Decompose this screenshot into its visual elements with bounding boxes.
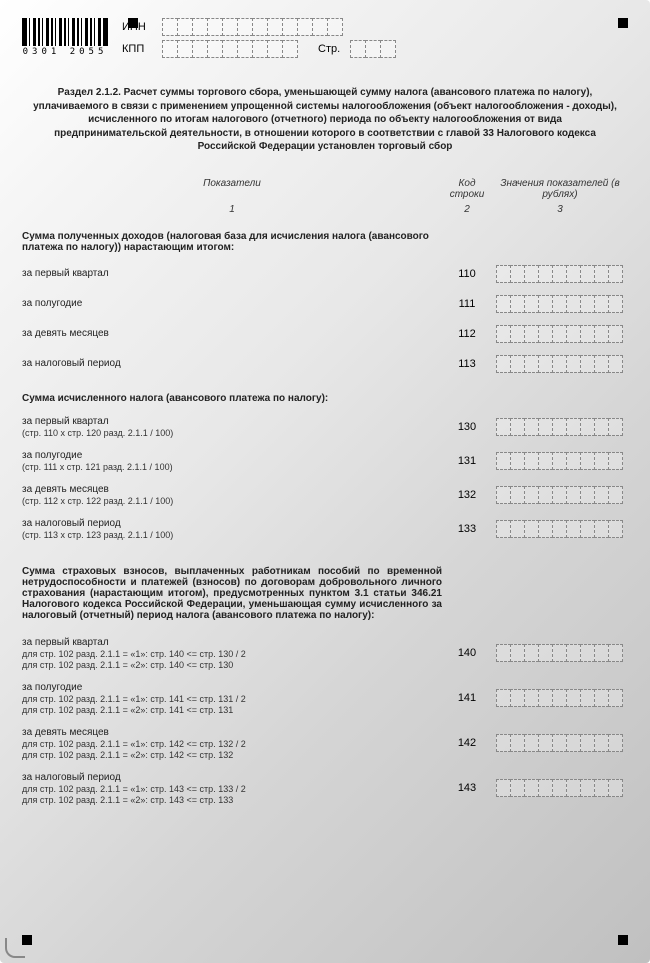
row-label: за девять месяцевдля стр. 102 разд. 2.1.… xyxy=(22,727,442,760)
row-code: 130 xyxy=(442,421,492,433)
data-row: за налоговый период(стр. 113 x стр. 123 … xyxy=(22,518,628,540)
corner-mark xyxy=(618,18,628,28)
value-cells xyxy=(492,734,628,752)
page-corner-decoration xyxy=(5,938,25,958)
value-cells xyxy=(492,295,628,313)
col-num-2: 2 xyxy=(442,204,492,215)
col-header-2: Код строки xyxy=(442,178,492,200)
row-label: за первый квартал xyxy=(22,268,442,279)
data-row: за девять месяцев(стр. 112 x стр. 122 ра… xyxy=(22,484,628,506)
section3-title: Сумма страховых взносов, выплаченных раб… xyxy=(22,566,442,621)
row-code: 133 xyxy=(442,523,492,535)
value-cells xyxy=(492,486,628,504)
value-cells xyxy=(492,689,628,707)
kpp-label: КПП xyxy=(122,43,156,55)
data-row: за первый квартал110 xyxy=(22,265,628,283)
row-code: 132 xyxy=(442,489,492,501)
corner-mark xyxy=(618,935,628,945)
value-cells xyxy=(492,325,628,343)
row-label: за налоговый период(стр. 113 x стр. 123 … xyxy=(22,518,442,540)
section1-title: Сумма полученных доходов (налоговая база… xyxy=(22,231,442,253)
barcode-text: 0301 2055 xyxy=(23,47,108,57)
row-label: за девять месяцев(стр. 112 x стр. 122 ра… xyxy=(22,484,442,506)
row-code: 110 xyxy=(442,268,492,280)
data-row: за полугодиедля стр. 102 разд. 2.1.1 = «… xyxy=(22,682,628,715)
row-code: 113 xyxy=(442,358,492,370)
row-label: за полугодие xyxy=(22,298,442,309)
row-code: 143 xyxy=(442,782,492,794)
corner-mark xyxy=(128,18,138,28)
value-cells xyxy=(492,355,628,373)
barcode: 0301 2055 xyxy=(22,18,108,57)
str-cells xyxy=(350,40,396,58)
value-cells xyxy=(492,265,628,283)
value-cells xyxy=(492,520,628,538)
header-fields: ИНН КПП Стр. xyxy=(122,18,396,58)
row-code: 141 xyxy=(442,692,492,704)
row-label: за полугодие(стр. 111 x стр. 121 разд. 2… xyxy=(22,450,442,472)
value-cells xyxy=(492,779,628,797)
value-cells xyxy=(492,452,628,470)
value-cells xyxy=(492,644,628,662)
column-numbers: 1 2 3 xyxy=(22,204,628,215)
row-label: за налоговый период xyxy=(22,358,442,369)
row-code: 142 xyxy=(442,737,492,749)
data-row: за налоговый периоддля стр. 102 разд. 2.… xyxy=(22,772,628,805)
col-num-3: 3 xyxy=(492,204,628,215)
row-label: за полугодиедля стр. 102 разд. 2.1.1 = «… xyxy=(22,682,442,715)
section-title: Раздел 2.1.2. Расчет суммы торгового сбо… xyxy=(32,86,618,154)
row-code: 131 xyxy=(442,455,492,467)
data-row: за полугодие111 xyxy=(22,295,628,313)
str-label: Стр. xyxy=(318,43,340,55)
column-headers: Показатели Код строки Значения показател… xyxy=(22,178,628,200)
col-num-1: 1 xyxy=(22,204,442,215)
value-cells xyxy=(492,418,628,436)
data-row: за первый квартал(стр. 110 x стр. 120 ра… xyxy=(22,416,628,438)
col-header-1: Показатели xyxy=(22,178,442,200)
row-label: за первый кварталдля стр. 102 разд. 2.1.… xyxy=(22,637,442,670)
kpp-cells xyxy=(162,40,298,58)
form-header: 0301 2055 ИНН КПП Стр. xyxy=(22,18,628,58)
data-row: за девять месяцевдля стр. 102 разд. 2.1.… xyxy=(22,727,628,760)
tax-form-page: 0301 2055 ИНН КПП Стр. Раздел 2.1.2. Рас… xyxy=(0,0,650,963)
data-row: за первый кварталдля стр. 102 разд. 2.1.… xyxy=(22,637,628,670)
row-label: за налоговый периоддля стр. 102 разд. 2.… xyxy=(22,772,442,805)
data-row: за полугодие(стр. 111 x стр. 121 разд. 2… xyxy=(22,450,628,472)
col-header-3: Значения показателей (в рублях) xyxy=(492,178,628,200)
row-label: за девять месяцев xyxy=(22,328,442,339)
data-row: за девять месяцев112 xyxy=(22,325,628,343)
section2-title: Сумма исчисленного налога (авансового пл… xyxy=(22,393,442,404)
row-code: 112 xyxy=(442,328,492,340)
barcode-bars xyxy=(22,18,108,46)
row-code: 111 xyxy=(442,298,492,310)
inn-cells xyxy=(162,18,343,36)
row-label: за первый квартал(стр. 110 x стр. 120 ра… xyxy=(22,416,442,438)
row-code: 140 xyxy=(442,647,492,659)
data-row: за налоговый период113 xyxy=(22,355,628,373)
